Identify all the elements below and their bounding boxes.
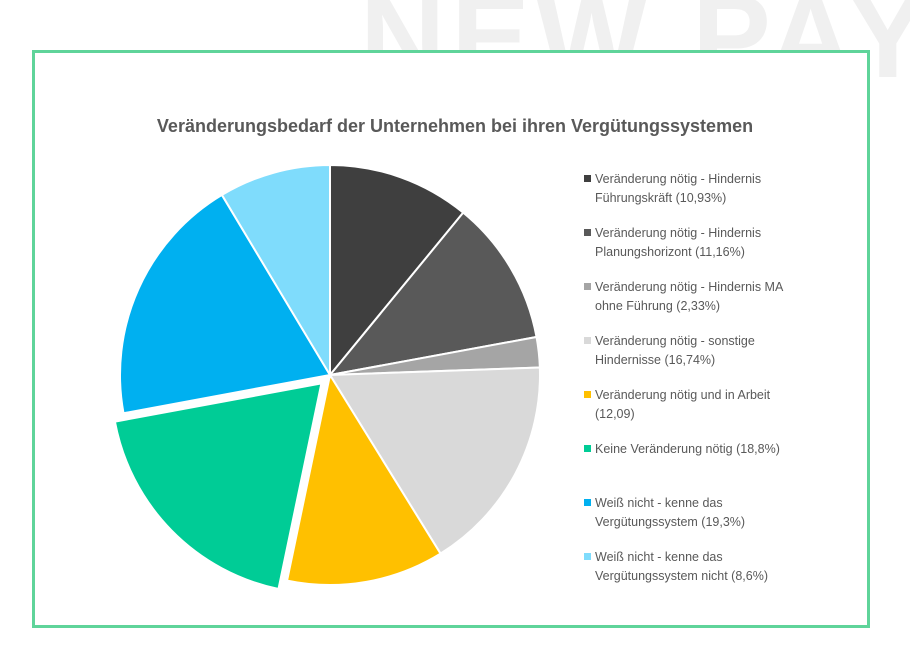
pie-slice-1: [329, 163, 465, 378]
legend-label: Veränderung nötig - Hindernis Führungskr…: [595, 172, 762, 205]
legend-label: Veränderung nötig - Hindernis Planungsho…: [595, 226, 762, 259]
legend-label: Veränderung nötig - sonstige Hindernisse…: [595, 334, 755, 367]
legend-label: Weiß nicht - kenne das Vergütungssystem …: [595, 496, 746, 529]
legend-label: Veränderung nötig - Hindernis MA ohne Fü…: [595, 280, 783, 313]
legend-swatch: [584, 553, 591, 560]
legend-swatch: [584, 229, 591, 236]
pie-slice-4: [328, 366, 541, 555]
legend-swatch: [584, 337, 591, 344]
pie-slice-7: [119, 193, 332, 415]
legend-swatch: [584, 391, 591, 398]
legend-swatch: [584, 445, 591, 452]
pie-slice-8: [220, 163, 331, 379]
legend-label: Weiß nicht - kenne das Vergütungssystem …: [595, 550, 768, 583]
legend-swatch: [584, 499, 591, 506]
legend-swatch: [584, 283, 591, 290]
legend-label: Keine Veränderung nötig (18,8%): [595, 442, 780, 456]
legend-swatch: [584, 175, 591, 182]
pie-slice-2: [327, 211, 538, 377]
pie-slice-6: [113, 382, 323, 591]
legend-label: Veränderung nötig und in Arbeit (12,09): [595, 388, 771, 421]
chart-title: Veränderungsbedarf der Unternehmen bei i…: [156, 116, 754, 136]
pie-slice-5: [285, 372, 442, 586]
